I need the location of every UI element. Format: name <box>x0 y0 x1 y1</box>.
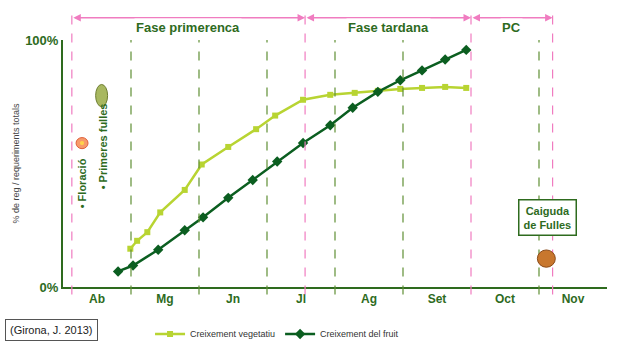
svg-text:Fase primerenca: Fase primerenca <box>136 20 240 35</box>
svg-text:(Girona, J. 2013): (Girona, J. 2013) <box>10 324 93 336</box>
svg-text:Set: Set <box>428 292 447 306</box>
svg-text:Ab: Ab <box>89 292 105 306</box>
svg-text:Caigudade Fulles: Caigudade Fulles <box>524 205 572 231</box>
svg-text:Creixement del fruit: Creixement del fruit <box>320 329 399 339</box>
svg-text:Ag: Ag <box>361 292 377 306</box>
svg-text:% de reg / requeriments totals: % de reg / requeriments totals <box>11 103 21 224</box>
svg-text:Oct: Oct <box>495 292 515 306</box>
svg-text:• Floració: • Floració <box>76 158 88 208</box>
svg-text:PC: PC <box>502 20 521 35</box>
svg-text:Fase tardana: Fase tardana <box>348 20 429 35</box>
svg-text:0%: 0% <box>40 280 59 295</box>
svg-text:Nov: Nov <box>562 292 585 306</box>
svg-text:• Primeres fulles: • Primeres fulles <box>97 104 109 190</box>
svg-text:Mg: Mg <box>156 292 173 306</box>
svg-text:Creixement vegetatiu: Creixement vegetatiu <box>190 329 275 339</box>
svg-text:Jl: Jl <box>296 292 306 306</box>
svg-text:100%: 100% <box>25 33 59 48</box>
svg-text:Jn: Jn <box>226 292 240 306</box>
